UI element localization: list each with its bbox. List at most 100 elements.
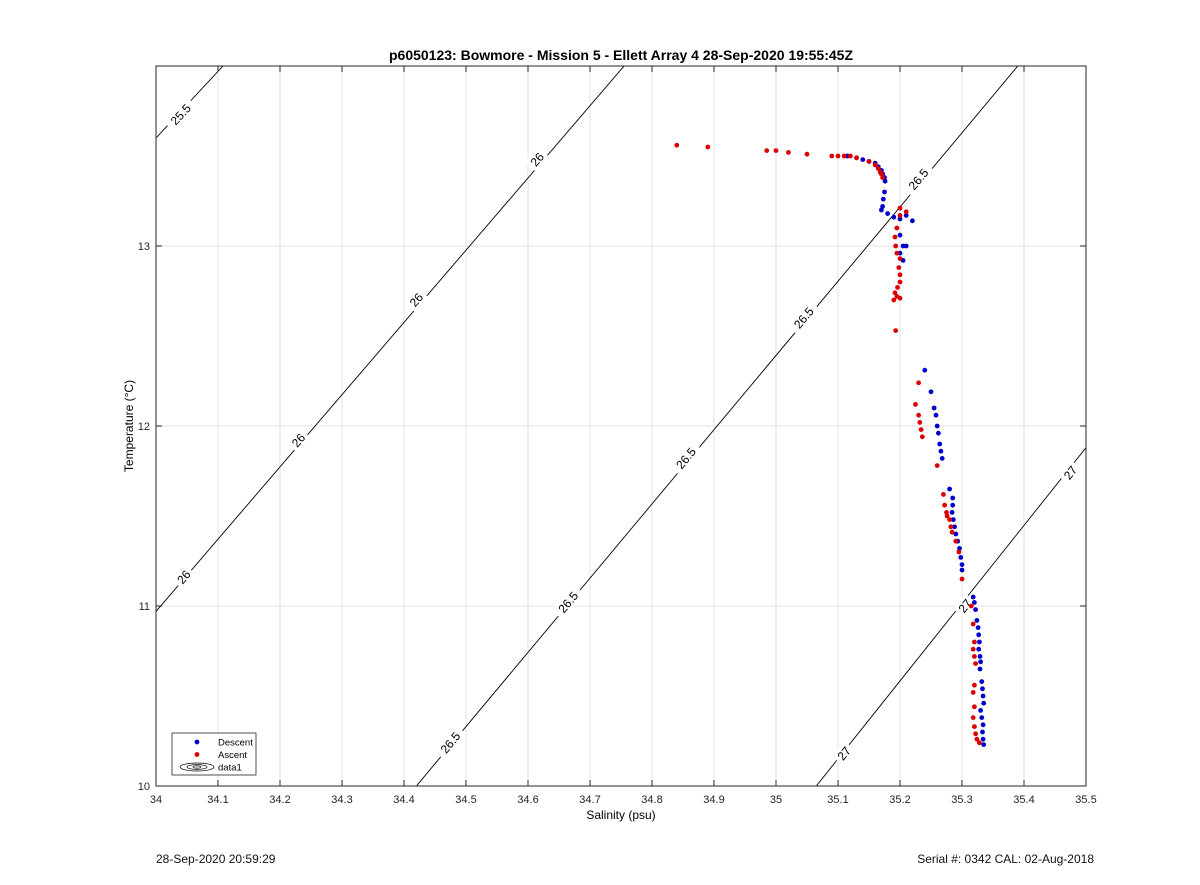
ascent-point: [942, 502, 947, 508]
descent-point: [974, 618, 980, 623]
ascent-point: [893, 243, 899, 249]
descent-point: [947, 486, 952, 492]
descent-point: [880, 204, 885, 209]
ascent-point: [973, 731, 978, 737]
x-tick-label: 34.5: [455, 794, 476, 806]
contour-line: [815, 447, 1086, 786]
ascent-point: [972, 639, 977, 645]
ascent-point: [892, 290, 898, 296]
descent-point: [931, 405, 937, 411]
footer-serial-cal: Serial #: 0342 CAL: 02-Aug-2018: [917, 852, 1094, 866]
ascent-point: [786, 150, 791, 155]
contour-label-bg: [524, 146, 549, 172]
contour-label-bg: [669, 440, 702, 476]
ascent-point: [897, 205, 903, 211]
ascent-point: [970, 621, 976, 627]
descent-point: [977, 639, 982, 645]
descent-point: [910, 218, 915, 224]
descent-point: [938, 448, 944, 454]
legend-label: Descent: [218, 738, 253, 749]
ascent-point: [972, 682, 977, 688]
y-tick-label: 13: [138, 241, 150, 253]
x-tick-label: 35.2: [889, 794, 910, 806]
descent-point: [879, 207, 884, 213]
descent-point: [885, 211, 890, 217]
descent-point: [928, 389, 934, 395]
descent-point: [977, 654, 983, 659]
descent-point: [978, 659, 983, 665]
ascent-point: [892, 234, 898, 240]
ascent-point: [866, 159, 872, 164]
ascent-point: [913, 402, 918, 407]
legend-contour-icon: [186, 764, 208, 770]
legend-box: [171, 732, 257, 776]
descent-point: [977, 666, 983, 672]
ascent-point: [973, 661, 978, 666]
descent-point: [980, 686, 985, 692]
descent-point: [976, 646, 982, 652]
contour-label-bg: [952, 593, 977, 618]
ascent-point: [916, 380, 921, 386]
descent-point: [897, 232, 903, 238]
ascent-point: [972, 704, 977, 710]
contour-label: 27: [831, 740, 856, 766]
y-axis-ticks: 10 11 12 13: [138, 241, 1086, 793]
descent-point: [973, 607, 978, 612]
ascent-point: [968, 603, 974, 609]
ascent-point: [974, 736, 980, 742]
contour-label-bg: [901, 161, 935, 197]
ascent-point: [918, 427, 924, 432]
ascent-point: [959, 576, 965, 582]
ascent-point: [903, 209, 909, 215]
descent-point: [976, 632, 982, 638]
x-axis-ticks: 34 34.1 34.2 34.3 34.4 34.5 34.6 34.7 34.8 34.9 35…: [150, 66, 1097, 806]
y-tick-label: 11: [139, 601, 150, 613]
descent-point: [880, 196, 886, 202]
x-tick-label: 34.2: [269, 794, 290, 806]
descent-point: [903, 213, 909, 218]
descent-point: [980, 736, 986, 742]
contour-label: 26.5: [901, 161, 935, 197]
descent-point: [978, 708, 983, 713]
ascent-point: [872, 162, 878, 168]
legend-contour-icon: [192, 765, 202, 769]
descent-point: [952, 524, 957, 530]
descent-point: [882, 178, 888, 184]
ascent-point: [934, 463, 940, 468]
descent-point: [882, 189, 887, 195]
legend-contour-icon: [179, 762, 215, 772]
ascent-point: [970, 646, 976, 652]
descent-point: [891, 214, 897, 220]
descent-point: [936, 430, 941, 436]
ascent-point: [835, 153, 841, 159]
ascent-point: [880, 175, 885, 181]
descent-point: [959, 562, 965, 567]
data-points: [674, 142, 987, 747]
contour-label-bg: [786, 299, 820, 335]
ascent-point: [897, 256, 903, 261]
ascent-point: [764, 148, 770, 154]
descent-point: [937, 441, 943, 447]
descent-point: [979, 679, 985, 684]
contour-label-bg: [551, 584, 584, 620]
x-tick-label: 35.3: [951, 794, 972, 806]
ascent-point: [947, 517, 952, 522]
descent-point: [981, 742, 987, 747]
x-tick-label: 34.4: [393, 794, 414, 806]
ascent-point: [944, 513, 950, 519]
ascent-point: [854, 155, 859, 161]
descent-point: [981, 700, 987, 706]
ascent-point: [893, 328, 899, 333]
ascent-point: [875, 166, 881, 172]
ascent-point: [916, 412, 921, 418]
descent-point: [897, 216, 903, 222]
ascent-point: [956, 549, 962, 555]
x-axis-label: Salinity (psu): [586, 808, 655, 822]
ascent-point: [897, 272, 903, 278]
ascent-point: [919, 434, 925, 440]
ascent-point: [970, 715, 976, 720]
descent-point: [922, 367, 928, 373]
contour-label: 27: [952, 593, 977, 618]
contour-label-bg: [171, 564, 195, 589]
descent-point: [950, 517, 956, 522]
